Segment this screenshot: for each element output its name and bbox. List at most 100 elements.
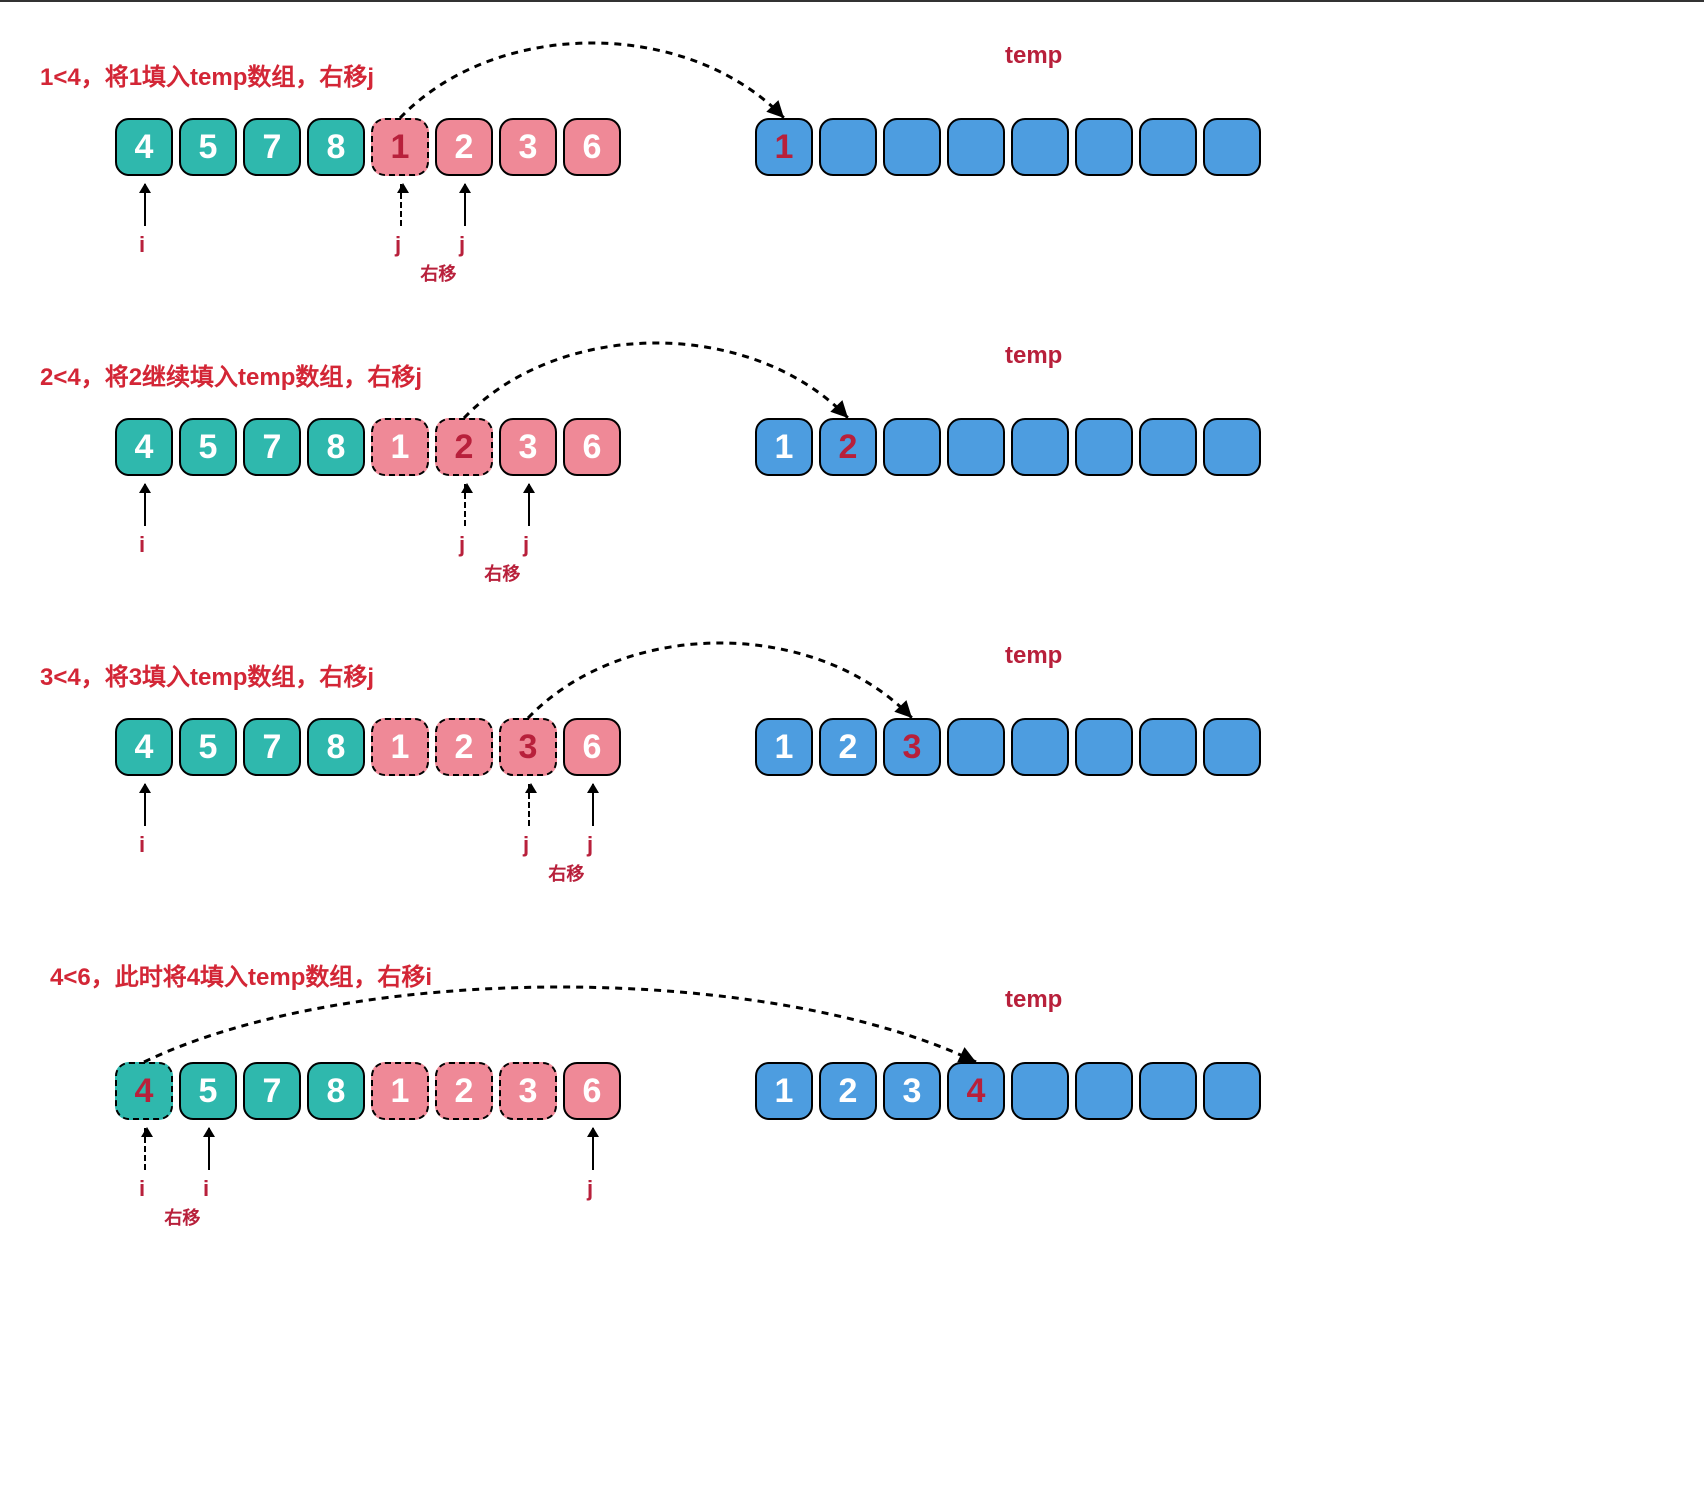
array-cell: 2 [435,718,493,776]
array-cell [819,118,877,176]
array-cell: 7 [243,1062,301,1120]
array-cell: 1 [755,418,813,476]
array-cell [1075,718,1133,776]
array-cell: 4 [115,1062,173,1120]
array-cell: 3 [883,1062,941,1120]
array-cell [1139,718,1197,776]
shift-label: 右移 [484,560,520,586]
pointer-label: j [523,832,529,858]
pointer-label: i [139,532,145,558]
step-caption: 1<4，将1填入temp数组，右移j [40,57,374,92]
array-cell: 1 [755,718,813,776]
step-caption: 4<6，此时将4填入temp数组，右移i [50,957,432,992]
shift-label: 右移 [420,260,456,286]
pointer-arrow [464,184,466,226]
array-cell [1203,118,1261,176]
pointer-label: j [459,532,465,558]
shift-label: 右移 [164,1204,200,1230]
array-cell: 8 [307,1062,365,1120]
array-cell: 4 [115,118,173,176]
pointer-arrow [400,184,402,226]
array-cell: 2 [819,418,877,476]
array-cell [1011,118,1069,176]
array-cell [1075,418,1133,476]
array-cell: 6 [563,418,621,476]
array-cell [1011,718,1069,776]
pointer-arrow [144,484,146,526]
array-cell: 2 [435,418,493,476]
array-cell: 7 [243,418,301,476]
array-cell: 4 [115,718,173,776]
array-cell [947,118,1005,176]
diagram-canvas: 1<4，将1填入temp数组，右移jtemp457812361ijj右移2<4，… [0,0,1704,1508]
pointer-arrow [144,1128,146,1170]
array-cell [947,718,1005,776]
pointer-arrow [528,484,530,526]
pointer-label: i [139,1176,145,1202]
array-cell: 1 [371,118,429,176]
array-cell [883,418,941,476]
array-cell: 5 [179,118,237,176]
pointer-label: i [139,232,145,258]
pointer-arrow [592,784,594,826]
pointer-label: j [523,532,529,558]
array-cell: 2 [819,1062,877,1120]
temp-label: temp [1005,342,1062,370]
array-cell: 4 [947,1062,1005,1120]
array-cell [1075,118,1133,176]
array-cell: 2 [435,118,493,176]
step-caption: 3<4，将3填入temp数组，右移j [40,657,374,692]
array-cell [1139,118,1197,176]
array-cell: 4 [115,418,173,476]
array-cell: 8 [307,418,365,476]
array-cell: 3 [499,718,557,776]
array-cell [1011,418,1069,476]
array-cell: 8 [307,718,365,776]
array-cell: 5 [179,718,237,776]
array-cell [1139,418,1197,476]
step-caption: 2<4，将2继续填入temp数组，右移j [40,357,422,392]
array-cell: 6 [563,1062,621,1120]
array-cell: 1 [371,718,429,776]
array-cell [1203,718,1261,776]
pointer-arrow [144,784,146,826]
pointer-label: j [587,1176,593,1202]
pointer-arrow [464,484,466,526]
pointer-arrow [144,184,146,226]
pointer-label: j [395,232,401,258]
transfer-arc [454,308,858,433]
pointer-label: j [459,232,465,258]
temp-label: temp [1005,42,1062,70]
transfer-arc [390,8,794,133]
array-cell: 6 [563,118,621,176]
pointer-arrow [592,1128,594,1170]
array-cell: 8 [307,118,365,176]
transfer-arc [518,608,922,733]
array-cell: 5 [179,418,237,476]
array-cell [1203,1062,1261,1120]
pointer-arrow [528,784,530,826]
array-cell [1011,1062,1069,1120]
pointer-label: j [587,832,593,858]
array-cell: 1 [371,1062,429,1120]
pointer-label: i [139,832,145,858]
array-cell: 2 [819,718,877,776]
temp-label: temp [1005,642,1062,670]
array-cell: 1 [755,118,813,176]
temp-label: temp [1005,986,1062,1014]
array-cell: 3 [499,1062,557,1120]
pointer-arrow [208,1128,210,1170]
array-cell: 6 [563,718,621,776]
pointer-label: i [203,1176,209,1202]
array-cell: 1 [371,418,429,476]
array-cell: 3 [883,718,941,776]
array-cell: 3 [499,418,557,476]
array-cell: 7 [243,118,301,176]
array-cell [947,418,1005,476]
array-cell [1203,418,1261,476]
array-cell [1075,1062,1133,1120]
array-cell: 7 [243,718,301,776]
array-cell [883,118,941,176]
array-cell: 2 [435,1062,493,1120]
array-cell: 5 [179,1062,237,1120]
